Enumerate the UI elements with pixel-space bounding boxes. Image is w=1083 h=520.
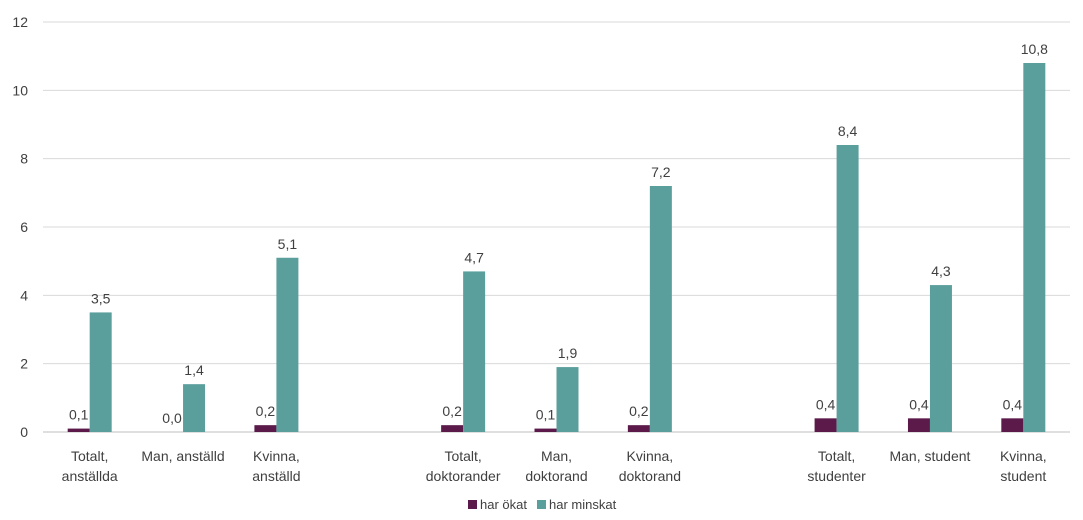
category-label: anställda [62,468,118,484]
category-label: Man, anställd [141,448,224,464]
data-label: 0,4 [1003,396,1023,412]
data-label: 7,2 [651,164,671,180]
category-label: Kvinna, [253,448,300,464]
bar-har-minskat [276,257,299,432]
data-label: 10,8 [1021,41,1048,57]
data-label: 0,2 [629,403,649,419]
category-label: Kvinna, [1000,448,1047,464]
bar-har-okat [907,418,930,432]
bar-har-okat [534,428,557,432]
category-label: doktorand [525,468,587,484]
bar-har-okat [627,425,650,432]
bar-har-minskat [836,145,859,432]
y-tick-label: 0 [20,424,28,440]
data-label: 0,4 [816,396,836,412]
data-labels: 0,1 3,5 0,0 1,4 0,2 5,1 0,2 4,7 0,1 1,9 0,2 7,2 0,4 8… [69,41,1048,426]
y-tick-label: 2 [20,356,28,372]
category-label: Totalt, [71,448,108,464]
category-label: studenter [807,468,866,484]
bar-har-okat [254,425,277,432]
data-label: 0,2 [442,403,462,419]
y-tick-label: 12 [12,14,28,30]
category-label: student [1000,468,1046,484]
data-label: 4,7 [464,249,484,265]
data-label: 4,3 [931,263,951,279]
bar-har-okat [67,428,90,432]
bar-har-minskat [463,271,486,432]
category-label: Man, student [889,448,970,464]
data-label: 0,1 [69,407,89,423]
bar-har-okat [1001,418,1024,432]
category-label: doktorand [619,468,681,484]
bars [67,63,1046,432]
legend-label-har-okat: har ökat [480,497,527,512]
data-label: 0,4 [909,396,929,412]
y-tick-label: 8 [20,151,28,167]
data-label: 8,4 [838,123,858,139]
bar-har-okat [441,425,464,432]
data-label: 0,2 [256,403,276,419]
bar-har-minskat [1023,63,1046,432]
data-label: 0,1 [536,407,556,423]
bar-har-minskat [183,384,206,432]
bar-har-minskat [649,186,672,432]
category-label: anställd [252,468,300,484]
category-label: doktorander [426,468,501,484]
bar-har-minskat [89,312,112,432]
y-tick-label: 10 [12,82,28,98]
category-label: Man, [541,448,572,464]
data-label: 3,5 [91,290,111,306]
y-axis-ticks: 0 2 4 6 8 10 12 [12,14,28,440]
category-label: Totalt, [444,448,481,464]
bar-har-minskat [929,285,952,432]
category-label: Totalt, [818,448,855,464]
category-label: Kvinna, [627,448,674,464]
bar-har-okat [814,418,837,432]
category-labels: Totalt, anställda Man, anställd Kvinna, anst… [62,448,1047,484]
gridlines [43,21,1070,433]
data-label: 5,1 [278,236,298,252]
legend-swatch-har-okat [468,500,477,509]
y-tick-label: 6 [20,219,28,235]
y-tick-label: 4 [20,287,28,303]
data-label: 0,0 [162,410,182,426]
bar-har-minskat [556,367,579,432]
data-label: 1,4 [184,362,204,378]
legend-label-har-minskat: har minskat [549,497,617,512]
legend-swatch-har-minskat [536,500,546,509]
data-label: 1,9 [558,345,578,361]
legend: har ökat har minskat [468,497,617,512]
